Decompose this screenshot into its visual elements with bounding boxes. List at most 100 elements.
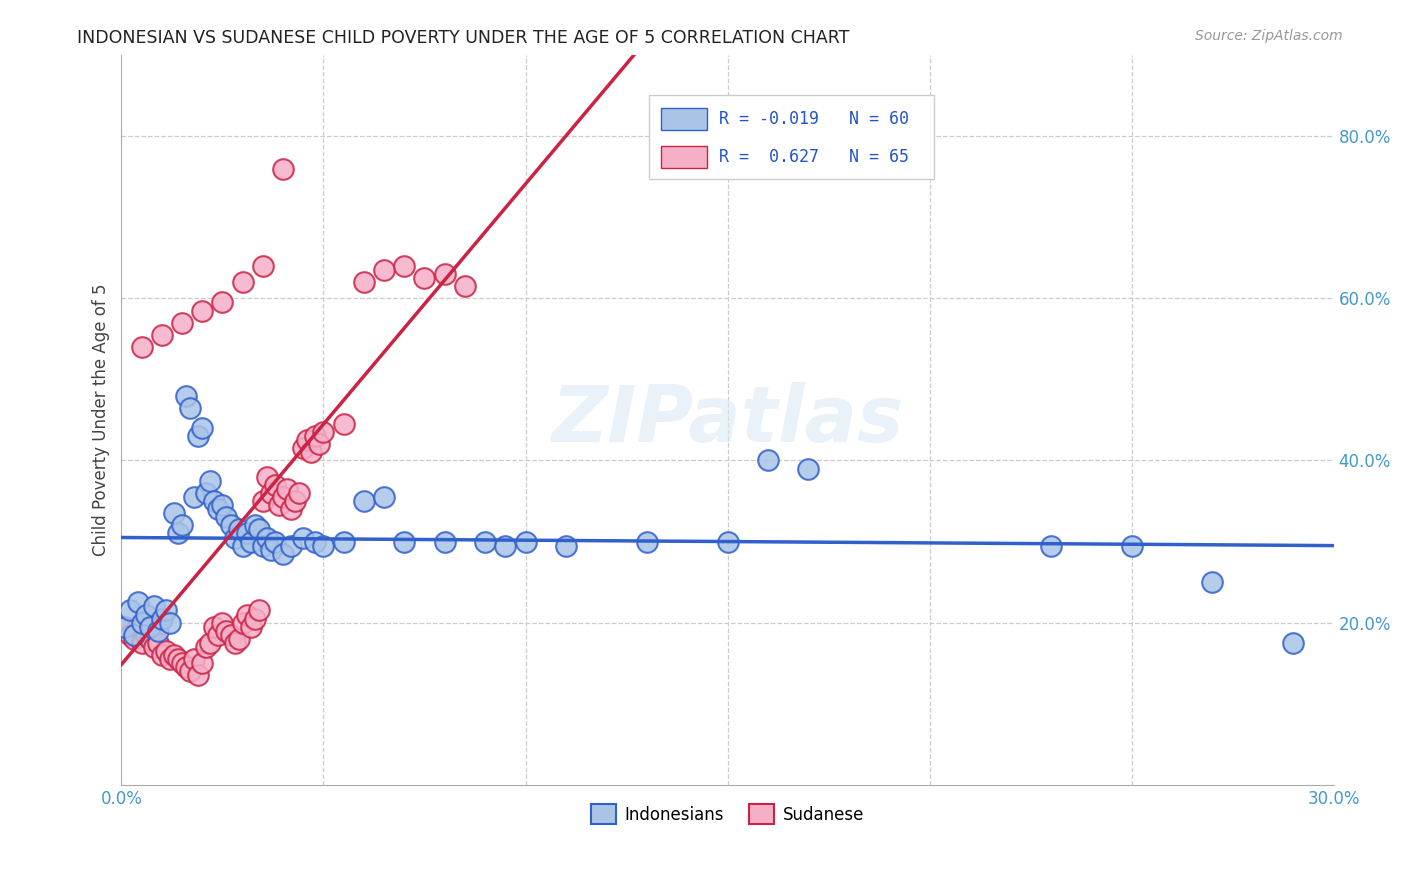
Point: [170, 518, 193, 533]
FancyBboxPatch shape: [661, 146, 707, 169]
Point: [232, 615, 254, 630]
Point: [215, 624, 238, 638]
Point: [797, 461, 820, 475]
Point: [353, 275, 375, 289]
Point: [224, 531, 246, 545]
Text: INDONESIAN VS SUDANESE CHILD POVERTY UNDER THE AGE OF 5 CORRELATION CHART: INDONESIAN VS SUDANESE CHILD POVERTY UND…: [77, 29, 849, 46]
Point: [159, 652, 181, 666]
Point: [312, 425, 335, 439]
Point: [271, 161, 294, 176]
Point: [636, 534, 658, 549]
Point: [163, 648, 186, 662]
Point: [167, 526, 190, 541]
Point: [271, 490, 294, 504]
Point: [207, 628, 229, 642]
Point: [163, 506, 186, 520]
Point: [122, 628, 145, 642]
Point: [373, 263, 395, 277]
Point: [515, 534, 537, 549]
Point: [304, 429, 326, 443]
Point: [433, 534, 456, 549]
Point: [1039, 539, 1062, 553]
Text: R =  0.627   N = 65: R = 0.627 N = 65: [718, 148, 910, 166]
Point: [299, 445, 322, 459]
Point: [174, 389, 197, 403]
Point: [247, 522, 270, 536]
Point: [228, 632, 250, 646]
Point: [183, 652, 205, 666]
Point: [256, 469, 278, 483]
Point: [243, 611, 266, 625]
Point: [138, 632, 160, 646]
Point: [131, 615, 153, 630]
Point: [202, 494, 225, 508]
Point: [159, 615, 181, 630]
Point: [394, 534, 416, 549]
Point: [127, 620, 149, 634]
Point: [127, 595, 149, 609]
Point: [239, 534, 262, 549]
Point: [195, 486, 218, 500]
Point: [232, 275, 254, 289]
Point: [211, 295, 233, 310]
Point: [332, 417, 354, 431]
Point: [252, 539, 274, 553]
Point: [211, 615, 233, 630]
Point: [394, 259, 416, 273]
Point: [187, 668, 209, 682]
Point: [264, 478, 287, 492]
Point: [271, 547, 294, 561]
Point: [1201, 575, 1223, 590]
Point: [138, 620, 160, 634]
Point: [373, 490, 395, 504]
Point: [756, 453, 779, 467]
Point: [1121, 539, 1143, 553]
Point: [142, 599, 165, 614]
Point: [716, 534, 738, 549]
Point: [122, 632, 145, 646]
Point: [170, 316, 193, 330]
Point: [183, 490, 205, 504]
Point: [332, 534, 354, 549]
Point: [308, 437, 330, 451]
Point: [195, 640, 218, 654]
Point: [312, 539, 335, 553]
Point: [207, 502, 229, 516]
Point: [1282, 636, 1305, 650]
Point: [211, 498, 233, 512]
Point: [474, 534, 496, 549]
Point: [202, 620, 225, 634]
Point: [118, 603, 141, 617]
Point: [413, 271, 436, 285]
Point: [191, 421, 214, 435]
Point: [155, 603, 177, 617]
Point: [276, 482, 298, 496]
Y-axis label: Child Poverty Under the Age of 5: Child Poverty Under the Age of 5: [93, 284, 110, 557]
Point: [284, 494, 307, 508]
Point: [235, 526, 257, 541]
Point: [433, 267, 456, 281]
Point: [142, 640, 165, 654]
Point: [554, 539, 576, 553]
Point: [228, 522, 250, 536]
Point: [260, 542, 283, 557]
Point: [267, 498, 290, 512]
Point: [264, 534, 287, 549]
Point: [170, 656, 193, 670]
Point: [494, 539, 516, 553]
Point: [114, 620, 136, 634]
Text: Source: ZipAtlas.com: Source: ZipAtlas.com: [1195, 29, 1343, 43]
Point: [454, 279, 477, 293]
Point: [292, 531, 315, 545]
Point: [150, 611, 173, 625]
Point: [219, 628, 242, 642]
Point: [200, 636, 222, 650]
Text: ZIPatlas: ZIPatlas: [551, 382, 904, 458]
Point: [135, 628, 157, 642]
Point: [131, 636, 153, 650]
Legend: Indonesians, Sudanese: Indonesians, Sudanese: [585, 797, 870, 831]
Point: [292, 442, 315, 456]
Point: [232, 539, 254, 553]
Point: [353, 494, 375, 508]
FancyBboxPatch shape: [648, 95, 934, 179]
